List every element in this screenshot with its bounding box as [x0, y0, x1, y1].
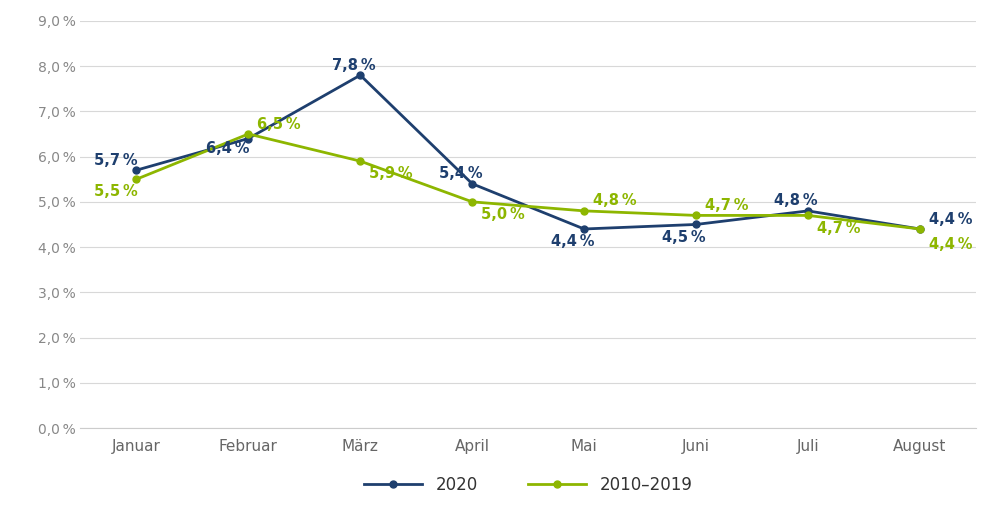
Text: 5,7 %: 5,7 % [94, 153, 138, 168]
Text: 6,4 %: 6,4 % [206, 141, 249, 156]
Text: 4,7 %: 4,7 % [817, 221, 860, 235]
Text: 4,8 %: 4,8 % [775, 194, 818, 208]
Text: 4,4 %: 4,4 % [929, 211, 973, 227]
Text: 5,0 %: 5,0 % [481, 207, 525, 222]
Text: 4,5 %: 4,5 % [662, 230, 706, 245]
Legend: 2020, 2010–2019: 2020, 2010–2019 [357, 470, 699, 501]
Text: 4,4 %: 4,4 % [929, 238, 973, 252]
Text: 5,5 %: 5,5 % [94, 184, 138, 199]
Text: 4,7 %: 4,7 % [705, 198, 748, 213]
Text: 7,8 %: 7,8 % [332, 58, 376, 73]
Text: 4,4 %: 4,4 % [550, 234, 594, 249]
Text: 6,5 %: 6,5 % [258, 116, 301, 132]
Text: 5,9 %: 5,9 % [369, 167, 412, 181]
Text: 4,8 %: 4,8 % [594, 194, 637, 208]
Text: 5,4 %: 5,4 % [439, 167, 482, 181]
